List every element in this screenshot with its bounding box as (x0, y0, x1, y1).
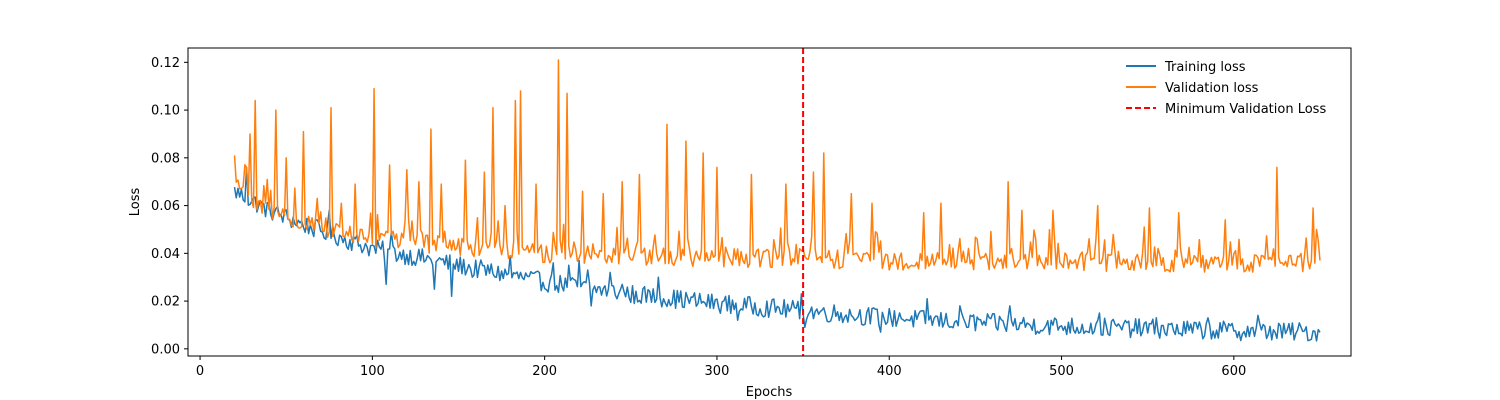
plot-area (188, 48, 1351, 356)
legend-label: Validation loss (1165, 81, 1259, 96)
x-axis-label: Epochs (746, 385, 793, 400)
x-tick-label: 0 (196, 364, 204, 379)
ticks-layer: 0 100 200 300 400 500 600 0.00 0.02 0.04 0.06 0.08 0… (151, 56, 1246, 379)
y-tick-label: 0.10 (151, 104, 180, 119)
x-tick-label: 100 (360, 364, 385, 379)
y-tick-label: 0.12 (151, 56, 180, 71)
y-tick-label: 0.00 (151, 342, 180, 357)
legend-label: Training loss (1164, 60, 1246, 75)
y-axis-label: Loss (128, 188, 143, 217)
x-tick-label: 500 (1049, 364, 1074, 379)
x-tick-label: 600 (1221, 364, 1246, 379)
y-tick-label: 0.08 (151, 151, 180, 166)
y-tick-label: 0.04 (151, 247, 180, 262)
x-tick-label: 200 (532, 364, 557, 379)
y-tick-label: 0.02 (151, 295, 180, 310)
validation-loss-line (233, 59, 1321, 273)
legend-label: Minimum Validation Loss (1165, 102, 1326, 117)
x-tick-label: 300 (705, 364, 730, 379)
plot-frame (187, 47, 1352, 357)
y-tick-label: 0.06 (151, 199, 180, 214)
x-tick-label: 400 (877, 364, 902, 379)
training-loss-line (233, 166, 1321, 342)
axes-layer (187, 47, 1352, 357)
legend: Training loss Validation loss Minimum Vali… (1126, 60, 1326, 117)
series-layer (233, 48, 1321, 356)
